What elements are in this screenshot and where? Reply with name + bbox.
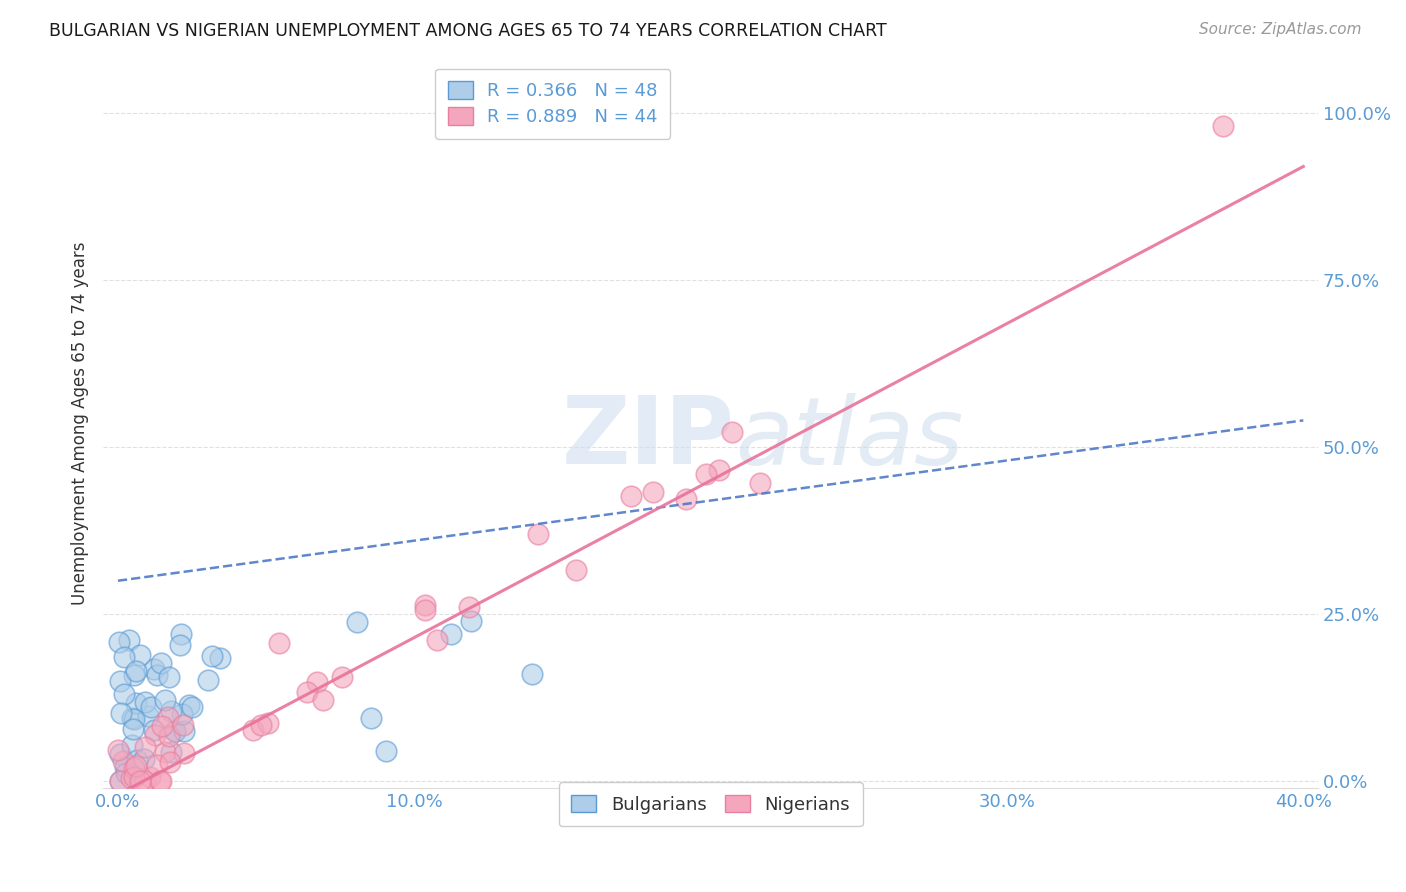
Point [360, 711, 382, 725]
Point [375, 744, 398, 758]
Point [173, 724, 195, 739]
Point [134, 774, 156, 789]
Point [169, 638, 191, 652]
Point [643, 485, 665, 500]
Point [134, 752, 156, 766]
Point [172, 718, 194, 732]
Point [111, 755, 134, 769]
Point [125, 753, 148, 767]
Point [124, 668, 146, 682]
Point [201, 648, 224, 663]
Point [108, 773, 131, 788]
Point [108, 774, 131, 789]
Point [107, 635, 129, 649]
Point [121, 711, 143, 725]
Point [312, 693, 335, 707]
Point [150, 656, 173, 670]
Point [695, 467, 717, 481]
Point [155, 693, 177, 707]
Point [134, 740, 156, 755]
Y-axis label: Unemployment Among Ages 65 to 74 years: Unemployment Among Ages 65 to 74 years [72, 242, 89, 606]
Point [150, 774, 173, 789]
Point [118, 632, 141, 647]
Point [181, 699, 204, 714]
Point [527, 526, 550, 541]
Point [122, 771, 145, 785]
Point [121, 739, 143, 753]
Point [197, 673, 219, 687]
Point [460, 614, 482, 628]
Point [440, 626, 463, 640]
Point [242, 723, 264, 737]
Point [122, 723, 145, 737]
Point [128, 648, 150, 662]
Point [145, 668, 167, 682]
Point [107, 743, 129, 757]
Point [208, 651, 231, 665]
Point [108, 673, 131, 688]
Text: atlas: atlas [735, 392, 963, 483]
Point [124, 664, 146, 678]
Point [269, 636, 291, 650]
Text: BULGARIAN VS NIGERIAN UNEMPLOYMENT AMONG AGES 65 TO 74 YEARS CORRELATION CHART: BULGARIAN VS NIGERIAN UNEMPLOYMENT AMONG… [49, 22, 887, 40]
Point [139, 770, 162, 784]
Point [110, 706, 132, 720]
Point [159, 704, 181, 718]
Point [257, 715, 280, 730]
Point [249, 718, 271, 732]
Point [153, 745, 176, 759]
Point [620, 489, 643, 503]
Point [177, 698, 200, 713]
Point [173, 747, 195, 761]
Point [115, 765, 138, 780]
Point [145, 728, 167, 742]
Point [108, 747, 131, 762]
Point [413, 599, 436, 613]
Point [748, 476, 770, 491]
Point [157, 729, 180, 743]
Point [346, 615, 368, 629]
Point [112, 649, 135, 664]
Point [159, 755, 181, 769]
Point [149, 774, 172, 789]
Point [142, 662, 165, 676]
Point [170, 626, 193, 640]
Point [157, 670, 180, 684]
Point [129, 774, 152, 789]
Point [520, 667, 543, 681]
Point [156, 710, 179, 724]
Point [675, 492, 697, 507]
Point [124, 712, 146, 726]
Point [160, 745, 183, 759]
Point [134, 695, 156, 709]
Point [114, 760, 136, 774]
Point [721, 425, 744, 439]
Point [1212, 120, 1234, 134]
Point [707, 462, 730, 476]
Point [145, 758, 167, 772]
Point [112, 687, 135, 701]
Point [125, 696, 148, 710]
Point [163, 723, 186, 738]
Point [150, 718, 173, 732]
Point [426, 632, 449, 647]
Point [330, 670, 353, 684]
Point [163, 723, 186, 738]
Point [457, 599, 479, 614]
Point [139, 699, 162, 714]
Text: ZIP: ZIP [562, 392, 735, 484]
Point [138, 708, 160, 723]
Point [305, 675, 328, 690]
Point [120, 771, 142, 785]
Point [172, 707, 194, 722]
Point [295, 685, 318, 699]
Point [125, 758, 148, 772]
Point [565, 563, 588, 577]
Legend: Bulgarians, Nigerians: Bulgarians, Nigerians [558, 782, 863, 826]
Text: Source: ZipAtlas.com: Source: ZipAtlas.com [1198, 22, 1361, 37]
Point [413, 603, 436, 617]
Point [124, 761, 146, 775]
Point [143, 723, 166, 738]
